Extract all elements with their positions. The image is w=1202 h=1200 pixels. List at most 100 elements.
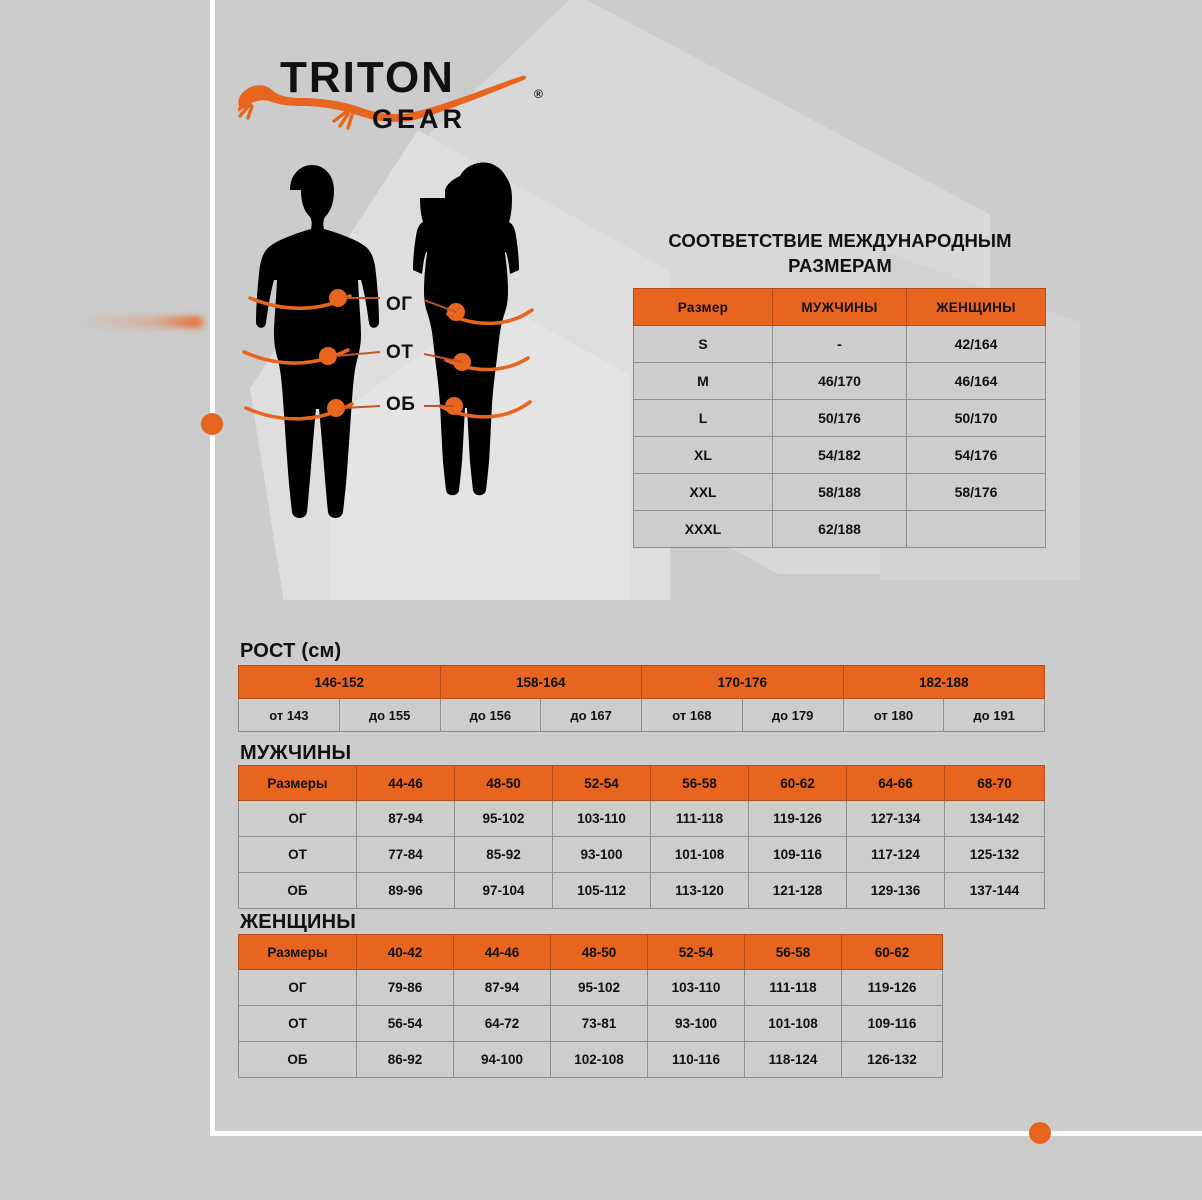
height-group-cell: 182-188 (842, 665, 1046, 699)
size-header-cell: 64-66 (846, 765, 945, 801)
women-cell: 58/176 (906, 473, 1046, 511)
measurement-value-cell: 113-120 (650, 872, 749, 909)
table-row: S -42/164 (633, 325, 1046, 363)
measurement-value-cell: 111-118 (650, 800, 749, 837)
column-header-0: Размер (633, 288, 773, 326)
measurement-value-cell: 103-110 (552, 800, 651, 837)
measurement-value-cell: 102-108 (550, 1041, 648, 1078)
size-header-cell: 52-54 (647, 934, 745, 970)
measurement-value-cell: 89-96 (356, 872, 455, 909)
measurement-value-cell: 137-144 (944, 872, 1045, 909)
men-cell: 46/170 (772, 362, 907, 400)
measurement-label-cell: ОБ (238, 1041, 357, 1078)
international-table-title: СООТВЕТСТВИЕ МЕЖДУНАРОДНЫМ РАЗМЕРАМ (668, 230, 1012, 276)
size-header-row: Размеры 40-42 44-46 48-50 52-54 56-58 60-62 (238, 934, 943, 970)
measurement-value-cell: 97-104 (454, 872, 553, 909)
measure-label-chest: ОГ (386, 294, 413, 315)
measurement-row: ОТ 56-54 64-72 73-81 93-100 101-108 109-116 (238, 1005, 943, 1042)
measure-connector-lines (335, 297, 463, 409)
table-row: XXXL 62/188 (633, 510, 1046, 548)
measurement-value-cell: 85-92 (454, 836, 553, 873)
measurement-value-cell: 127-134 (846, 800, 945, 837)
svg-text:GEAR: GEAR (372, 104, 466, 134)
men-measurements-table: Размеры 44-46 48-50 52-54 56-58 60-62 64-66 68-… (238, 765, 1045, 909)
measurement-value-cell: 64-72 (453, 1005, 551, 1042)
men-cell: 54/182 (772, 436, 907, 474)
size-header-cell: 56-58 (744, 934, 842, 970)
measurement-label-cell: ОГ (238, 969, 357, 1006)
height-heading: РОСТ (см) (240, 640, 342, 662)
height-group-cell: 170-176 (641, 665, 844, 699)
female-silhouette-icon (413, 162, 519, 496)
table-row: M 46/170 46/164 (633, 362, 1046, 400)
brand-logo: TRITON GEAR ® (238, 58, 558, 144)
measurement-value-cell: 101-108 (650, 836, 749, 873)
measurement-value-cell: 125-132 (944, 836, 1045, 873)
size-header-cell: 48-50 (454, 765, 553, 801)
women-heading: ЖЕНЩИНЫ (240, 911, 357, 933)
women-cell (906, 510, 1046, 548)
newt-lizard-icon (238, 75, 527, 130)
size-header-cell: 44-46 (356, 765, 455, 801)
measurement-value-cell: 95-102 (454, 800, 553, 837)
height-table: 146-152 158-164 170-176 182-188 от 143 до 155… (238, 665, 1046, 732)
male-measure-dots (319, 289, 347, 417)
height-group-row: 146-152 158-164 170-176 182-188 (238, 665, 1046, 699)
table-row: L 50/176 50/170 (633, 399, 1046, 437)
measurement-value-cell: 118-124 (744, 1041, 842, 1078)
measurement-label-cell: ОТ (238, 836, 357, 873)
male-silhouette-icon (256, 165, 379, 518)
measurement-value-cell: 111-118 (744, 969, 842, 1006)
size-header-cell: 60-62 (841, 934, 943, 970)
size-header-cell: 48-50 (550, 934, 648, 970)
accent-dot-bottom (1029, 1122, 1051, 1144)
size-header-label: Размеры (238, 934, 357, 970)
height-value-cell: до 191 (943, 698, 1046, 732)
size-header-row: Размеры 44-46 48-50 52-54 56-58 60-62 64-66 68-… (238, 765, 1045, 801)
size-header-label: Размеры (238, 765, 357, 801)
size-cell: XXXL (633, 510, 773, 548)
measurement-value-cell: 73-81 (550, 1005, 648, 1042)
women-cell: 42/164 (906, 325, 1046, 363)
men-heading: МУЖЧИНЫ (240, 742, 352, 764)
men-cell: 62/188 (772, 510, 907, 548)
measurement-value-cell: 95-102 (550, 969, 648, 1006)
women-cell: 50/170 (906, 399, 1046, 437)
women-cell: 54/176 (906, 436, 1046, 474)
size-header-cell: 40-42 (356, 934, 454, 970)
measurement-label-cell: ОТ (238, 1005, 357, 1042)
svg-text:TRITON: TRITON (280, 58, 455, 102)
size-header-cell: 56-58 (650, 765, 749, 801)
frame-vertical-line (210, 0, 215, 1136)
frame-horizontal-line (210, 1131, 1202, 1136)
accent-smear (80, 316, 205, 328)
height-value-cell: до 155 (338, 698, 441, 732)
measurement-value-cell: 109-116 (748, 836, 847, 873)
height-value-cell: от 168 (641, 698, 743, 732)
height-group-cell: 146-152 (238, 665, 441, 699)
size-cell: XL (633, 436, 773, 474)
height-value-cell: до 156 (439, 698, 542, 732)
height-value-cell: до 167 (540, 698, 643, 732)
size-header-cell: 68-70 (944, 765, 1045, 801)
measurement-row: ОТ 77-84 85-92 93-100 101-108 109-116 117-124 1… (238, 836, 1045, 873)
measurement-value-cell: 103-110 (647, 969, 745, 1006)
measurement-value-cell: 109-116 (841, 1005, 943, 1042)
measurement-value-cell: 119-126 (841, 969, 943, 1006)
men-cell: 50/176 (772, 399, 907, 437)
table-row: XL 54/182 54/176 (633, 436, 1046, 474)
size-cell: XXL (633, 473, 773, 511)
brand-wordmark: TRITON GEAR ® (280, 58, 543, 134)
measurement-value-cell: 94-100 (453, 1041, 551, 1078)
height-value-cell: от 180 (842, 698, 945, 732)
column-header-1: МУЖЧИНЫ (772, 288, 907, 326)
size-cell: L (633, 399, 773, 437)
measurement-value-cell: 79-86 (356, 969, 454, 1006)
height-group-cell: 158-164 (439, 665, 643, 699)
measurement-value-cell: 93-100 (552, 836, 651, 873)
measurement-value-cell: 87-94 (453, 969, 551, 1006)
measurement-value-cell: 56-54 (356, 1005, 454, 1042)
size-header-cell: 52-54 (552, 765, 651, 801)
table-header-row: Размер МУЖЧИНЫ ЖЕНЩИНЫ (633, 288, 1046, 326)
